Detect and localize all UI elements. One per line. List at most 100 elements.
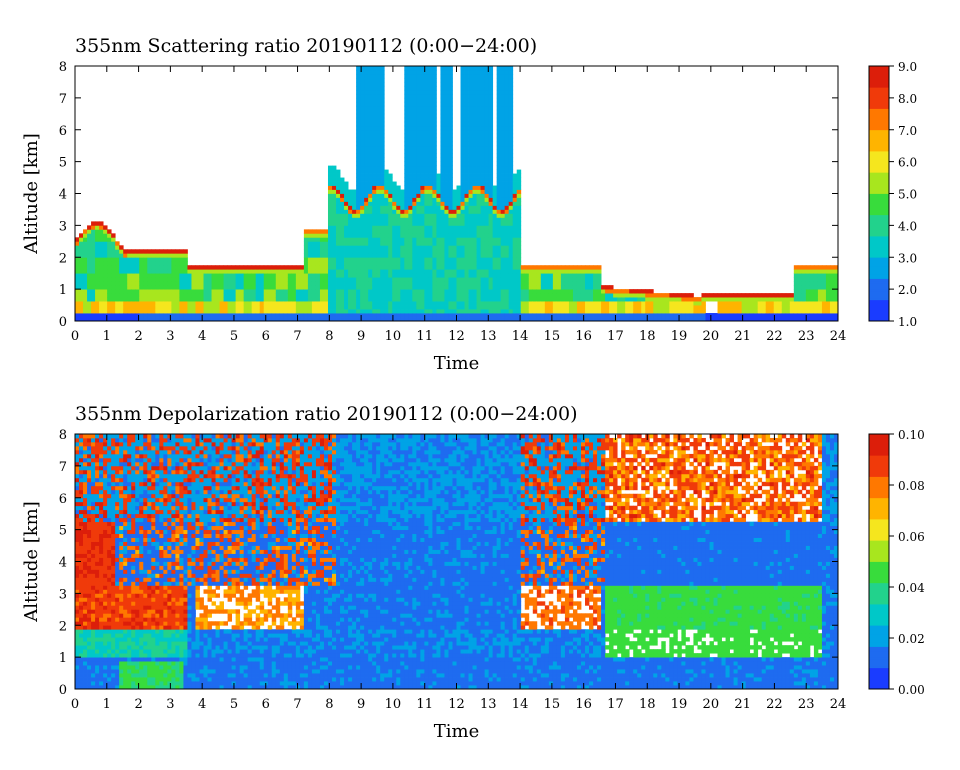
heatmap-cell: [376, 309, 381, 314]
heatmap-cell: [649, 297, 654, 302]
heatmap-cell: [408, 229, 413, 234]
heatmap-cell: [500, 69, 506, 75]
heatmap-cell: [797, 313, 803, 318]
heatmap-cell: [364, 185, 369, 190]
heatmap-cell: [344, 281, 349, 286]
heatmap-cell: [372, 205, 377, 210]
heatmap-cell: [829, 313, 835, 318]
heatmap-cell: [163, 261, 168, 266]
heatmap-cell: [111, 253, 116, 258]
heatmap-cell: [472, 289, 477, 294]
heatmap-cell: [488, 81, 494, 87]
heatmap-cell: [504, 73, 510, 79]
heatmap-cell: [396, 309, 401, 314]
heatmap-cell: [532, 317, 538, 322]
heatmap-cell: [75, 673, 80, 678]
heatmap-cell: [376, 293, 381, 298]
heatmap-cell: [75, 249, 80, 254]
heatmap-cell: [444, 189, 449, 194]
heatmap-cell: [380, 305, 385, 310]
heatmap-cell: [83, 649, 88, 654]
heatmap-cell: [500, 217, 506, 222]
heatmap-cell: [444, 77, 449, 83]
heatmap-cell: [661, 293, 666, 298]
heatmap-cell: [693, 309, 698, 314]
heatmap-cell: [75, 441, 80, 447]
heatmap-cell: [83, 645, 88, 650]
heatmap-cell: [677, 297, 682, 302]
heatmap-cell: [167, 281, 172, 286]
heatmap-cell: [319, 269, 325, 274]
heatmap-cell: [295, 297, 301, 302]
heatmap-cell: [436, 249, 441, 254]
heatmap-cell: [504, 66, 510, 71]
heatmap-cell: [500, 221, 506, 226]
heatmap-cell: [372, 113, 377, 119]
heatmap-cell: [464, 66, 469, 71]
heatmap-cell: [464, 213, 469, 218]
heatmap-cell: [400, 313, 405, 318]
heatmap-cell: [404, 217, 409, 222]
heatmap-cell: [472, 233, 477, 238]
heatmap-cell: [175, 273, 180, 278]
heatmap-cell: [428, 225, 433, 230]
heatmap-cell: [412, 289, 417, 294]
heatmap-cell: [352, 273, 357, 278]
heatmap-cell: [203, 297, 208, 302]
heatmap-cell: [327, 177, 333, 182]
x-tick-label: 8: [325, 329, 333, 344]
heatmap-cell: [191, 265, 196, 270]
heatmap-cell: [585, 265, 590, 270]
colorbar-segment: [869, 242, 889, 245]
heatmap-cell: [540, 317, 546, 322]
heatmap-cell: [227, 313, 233, 318]
heatmap-panel: 355nm Depolarization ratio 20190112 (0:0…: [21, 403, 925, 742]
heatmap-cell: [444, 97, 449, 103]
heatmap-cell: [95, 253, 100, 258]
heatmap-cell: [476, 66, 481, 71]
heatmap-cell: [420, 133, 425, 139]
heatmap-cell: [556, 285, 562, 290]
heatmap-cell: [332, 233, 337, 238]
heatmap-cell: [496, 145, 502, 151]
heatmap-cell: [195, 285, 200, 290]
heatmap-cell: [508, 197, 514, 202]
heatmap-cell: [91, 245, 96, 250]
heatmap-cell: [472, 105, 477, 111]
heatmap-cell: [380, 317, 385, 322]
heatmap-cell: [408, 69, 413, 75]
heatmap-cell: [432, 305, 437, 310]
heatmap-cell: [444, 129, 449, 135]
heatmap-cell: [496, 113, 502, 119]
heatmap-cell: [412, 81, 417, 87]
heatmap-cell: [617, 313, 622, 318]
heatmap-cell: [689, 297, 694, 302]
heatmap-cell: [227, 305, 233, 310]
heatmap-cell: [472, 125, 477, 131]
heatmap-cell: [360, 289, 365, 294]
heatmap-cell: [424, 201, 429, 206]
heatmap-cell: [95, 289, 100, 294]
heatmap-cell: [444, 101, 449, 107]
heatmap-cell: [319, 289, 325, 294]
heatmap-cell: [484, 225, 490, 230]
heatmap-cell: [412, 281, 417, 286]
heatmap-cell: [384, 309, 389, 314]
heatmap-cell: [408, 85, 413, 91]
heatmap-cell: [356, 197, 361, 202]
heatmap-cell: [476, 317, 481, 322]
heatmap-cell: [227, 265, 233, 270]
heatmap-cell: [356, 145, 361, 151]
colorbar-segment: [869, 244, 889, 248]
heatmap-cell: [589, 313, 594, 318]
heatmap-cell: [801, 305, 807, 310]
heatmap-cell: [400, 209, 405, 214]
heatmap-cell: [131, 289, 136, 294]
heatmap-cell: [340, 177, 345, 182]
heatmap-cell: [432, 169, 437, 174]
heatmap-cell: [83, 601, 88, 606]
heatmap-cell: [488, 141, 494, 147]
heatmap-cell: [388, 205, 393, 210]
heatmap-cell: [207, 273, 212, 278]
heatmap-cell: [183, 261, 188, 266]
